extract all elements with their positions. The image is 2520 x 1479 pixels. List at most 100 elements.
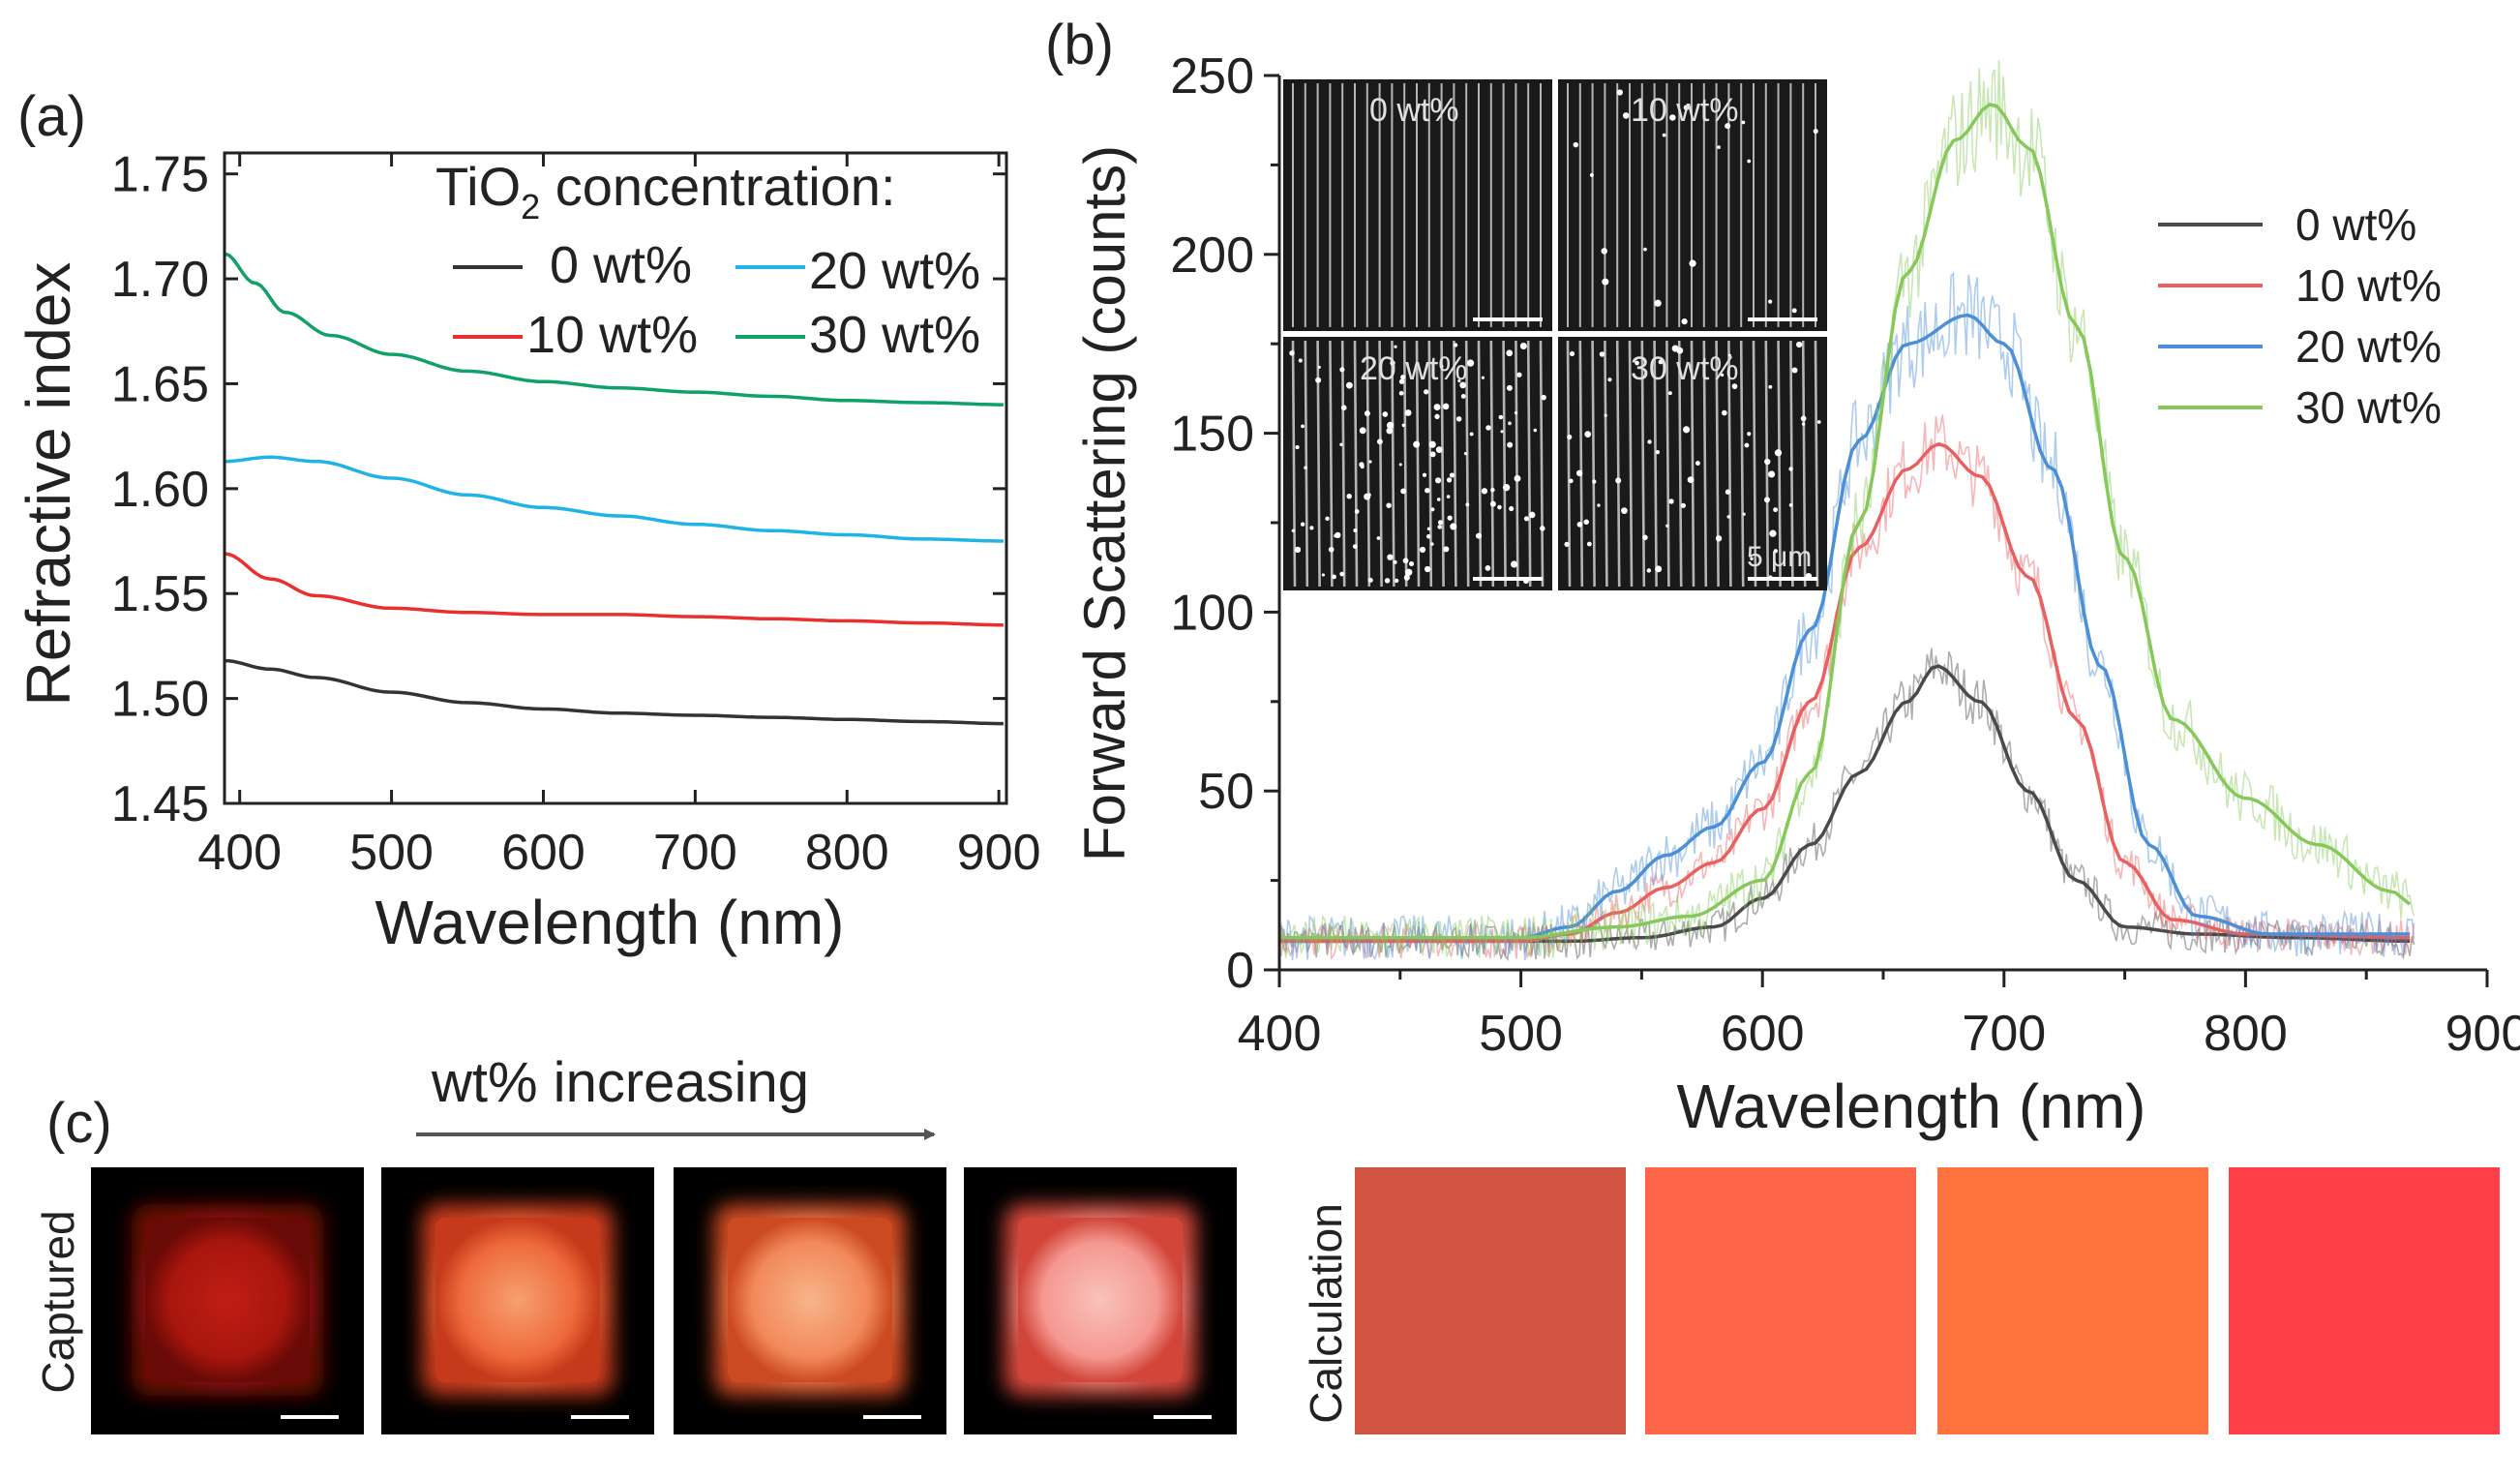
sem-particle [1386, 421, 1395, 430]
sem-particle [1321, 573, 1325, 577]
sem-particle [1763, 497, 1770, 503]
legend-label-30wt: 30 wt% [2295, 382, 2442, 433]
sem-particle [1506, 349, 1514, 357]
panel-b-series-raw-10wt [1278, 414, 2415, 960]
panel-a-series-20wt [224, 455, 1004, 543]
sem-particle [1768, 299, 1773, 304]
sem-inset-10wt: 10 wt% [1558, 79, 1827, 331]
sem-particle [1354, 509, 1360, 514]
panel-b-ytick-label: 50 [1198, 764, 1254, 820]
sem-inset-30wt: 30 wt% 5 μm [1558, 337, 1827, 590]
sem-particle [1353, 528, 1358, 533]
captured-pixel-square-core [145, 1218, 310, 1382]
sem-particle [1334, 533, 1338, 538]
sem-grating-line [1801, 340, 1807, 588]
panel-b-series-smooth-30wt [1279, 103, 2412, 940]
sem-particle [1680, 502, 1686, 508]
sem-particle [1509, 505, 1515, 512]
sem-particle [1345, 381, 1353, 389]
sem-grating-line [1453, 340, 1457, 588]
sem-particle [1689, 259, 1696, 267]
sem-particle [1455, 416, 1462, 422]
panel-a-xlabel: Wavelength (nm) [375, 888, 845, 957]
legend-label-30wt: 30 wt% [809, 306, 980, 364]
sem-particle [1635, 360, 1639, 366]
sem-grating-line [1539, 340, 1545, 588]
captured-pixel-square-core [1018, 1218, 1183, 1382]
sem-particle [1460, 394, 1466, 399]
sem-particle [1788, 503, 1793, 507]
panel-a-xtick-label: 500 [349, 825, 434, 881]
sem-particle [1434, 477, 1442, 484]
sem-particle [1425, 534, 1431, 539]
panel-b-xtick-label: 900 [2445, 1006, 2520, 1062]
row-label-calculation: Calculation [1301, 1203, 1351, 1424]
arrow-label: wt% increasing [431, 1051, 809, 1114]
row-label-captured: Captured [33, 1210, 83, 1393]
sem-particle [1394, 345, 1397, 348]
calculation-swatch-4 [2229, 1167, 2500, 1434]
sem-grating-line [1690, 340, 1695, 588]
panel-b-ytick-label: 150 [1170, 407, 1254, 463]
sem-particle [1442, 403, 1450, 410]
sem-particle [1642, 534, 1648, 541]
sem-particle [1398, 463, 1402, 467]
sem-grating-line [1752, 340, 1757, 588]
sem-grating-line [1291, 340, 1297, 588]
sem-particle [1669, 114, 1676, 121]
scale-bar-label: 5 μm [1747, 541, 1812, 573]
sem-particle [1398, 378, 1405, 384]
sem-particle [1424, 565, 1431, 573]
sem-particle [1434, 413, 1440, 419]
sem-insets: 0 wt% 10 wt% 20 wt% 30 wt% 5 μm [1283, 79, 1827, 590]
sem-particle [1469, 432, 1474, 437]
sem-particle [1584, 431, 1592, 438]
calculation-swatch-1 [1355, 1167, 1626, 1434]
sem-particle [1294, 546, 1302, 554]
sem-particle [1315, 377, 1322, 383]
sem-particle [1408, 560, 1415, 567]
sem-particle [1796, 341, 1803, 348]
sem-particle [1497, 504, 1502, 510]
sem-particle [1726, 515, 1731, 519]
sem-particle [1655, 565, 1663, 573]
captured-image-4 [964, 1167, 1237, 1434]
sem-grating-line [1789, 340, 1794, 588]
panel-a-xtick-label: 900 [957, 825, 1041, 881]
sem-particle [1514, 410, 1518, 415]
sem-inset-label: 20 wt% [1360, 350, 1468, 387]
sem-particle [1433, 404, 1441, 411]
sem-particle [1676, 347, 1684, 354]
sem-particle [1791, 367, 1798, 374]
sem-particle [1393, 559, 1397, 564]
captured-image-1 [91, 1167, 364, 1434]
sem-particle [1367, 577, 1373, 583]
sem-particle [1597, 503, 1601, 507]
sem-particle [1643, 247, 1647, 252]
sem-particle [1390, 360, 1395, 366]
sem-inset-label: 10 wt% [1631, 92, 1739, 129]
panel-b-ylabel: Forward Scattering (counts) [1072, 145, 1137, 861]
sem-particle [1304, 466, 1307, 470]
calculation-swatch-2 [1645, 1167, 1916, 1434]
sem-grating-line [1628, 340, 1634, 588]
sem-particle [1687, 476, 1695, 483]
sem-particle [1309, 526, 1314, 530]
sem-particle [1622, 112, 1630, 119]
sem-grating-line [1739, 340, 1745, 588]
sem-grating-line [1489, 340, 1495, 588]
sem-particle [1769, 529, 1777, 537]
sem-particle [1717, 145, 1721, 149]
sem-particle [1400, 375, 1406, 380]
sem-particle [1683, 426, 1691, 434]
sem-particle [1567, 434, 1573, 440]
panel-b-xtick-label: 700 [1962, 1006, 2046, 1062]
panel-a-xtick-label: 400 [197, 825, 282, 881]
sem-particle [1457, 378, 1461, 383]
sem-particle [1573, 141, 1579, 148]
panel-a-ytick-label: 1.65 [111, 356, 209, 412]
sem-particle [1340, 405, 1347, 411]
sem-particle [1616, 89, 1623, 96]
panel-a-ytick-label: 1.70 [111, 252, 209, 308]
